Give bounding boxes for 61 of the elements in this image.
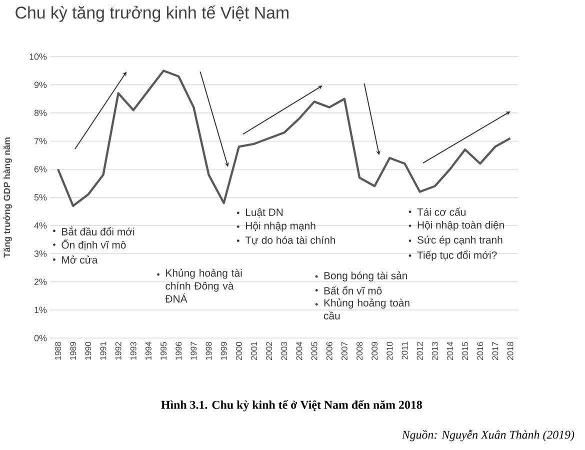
x-tick-label: 1989 — [70, 342, 76, 360]
annotation: Khủng hoảng tài chính Đông và ĐNÁ — [165, 268, 242, 302]
x-tick-label: 2006 — [326, 342, 332, 360]
annotation: Ổn định vĩ mô — [62, 238, 126, 250]
x-tick-label: 2003 — [281, 342, 288, 360]
annotation: Luật DN — [246, 208, 283, 218]
annotation: Tái cơ cấu — [417, 207, 466, 216]
x-tick-label: 2008 — [356, 342, 363, 360]
annotation: Sức ép cạnh tranh — [417, 236, 502, 246]
x-tick-label: 2015 — [462, 342, 468, 360]
y-tick-label: 9% — [34, 81, 47, 88]
x-tick-label: 2002 — [266, 342, 272, 360]
y-tick-label: 6% — [34, 166, 47, 172]
y-tick-label: 1% — [34, 306, 47, 313]
x-tick-label: 2009 — [372, 342, 378, 360]
x-tick-label: 2013 — [432, 342, 438, 360]
x-tick-label: 1998 — [206, 342, 212, 360]
annotation: Hội nhập toàn diện — [418, 220, 504, 231]
annotation: Bắt đầu đổi mới — [62, 226, 134, 236]
y-axis-title: Tăng trưởng GDP hàng năm — [3, 137, 12, 258]
y-tick-label: 3% — [34, 250, 47, 257]
x-tick-label: 2005 — [311, 342, 318, 360]
x-tick-label: 1997 — [190, 342, 197, 360]
text: Hình 3.1. Chu kỳ kinh tế ở Việt Nam đến năm 2018 — [161, 400, 422, 412]
x-tick-label: 1992 — [115, 342, 122, 360]
y-tick-label: 0% — [34, 334, 47, 342]
y-tick-label: 4% — [34, 222, 47, 228]
text: Nguồn: Nguyễn Xuân Thành (2019) — [402, 430, 574, 442]
x-tick-label: 2007 — [341, 342, 348, 360]
y-tick-label: 8% — [34, 110, 47, 116]
x-tick-label: 1994 — [145, 342, 152, 360]
x-tick-label: 2014 — [446, 342, 453, 360]
annotation: Tự do hóa tài chính — [245, 236, 336, 246]
x-tick-label: 1990 — [85, 342, 92, 360]
y-tick-label: 2% — [34, 278, 47, 285]
line-series — [56, 69, 512, 207]
x-tick-label: 2001 — [251, 342, 257, 360]
chart-title: Chu kỳ tăng trưởng kinh tế Việt Nam — [16, 5, 288, 22]
x-tick-label: 2017 — [492, 342, 498, 360]
x-tick-label: 1996 — [176, 342, 182, 360]
x-tick-label: 2012 — [416, 342, 423, 360]
x-tick-label: 1999 — [220, 342, 227, 360]
x-tick-label: 1991 — [100, 342, 106, 360]
annotation: Mở cửa — [62, 255, 98, 264]
y-tick-label: 5% — [34, 194, 47, 200]
x-tick-label: 2010 — [386, 342, 393, 360]
annotation: Tiếp tục đổi mới? — [417, 250, 497, 261]
x-tick-label: 2000 — [236, 342, 242, 360]
annotation: Bất ổn vĩ mô — [324, 286, 382, 294]
annotation: Khủng hoảng toàn cầu — [324, 298, 410, 320]
x-tick-label: 1988 — [55, 342, 61, 360]
y-tick-label: 10% — [30, 53, 47, 60]
y-tick-label: 7% — [34, 138, 47, 144]
x-tick-label: 2016 — [477, 342, 484, 360]
x-tick-label: 2011 — [402, 342, 408, 360]
x-tick-label: 2018 — [507, 342, 514, 360]
annotation: Bong bóng tài sản — [324, 271, 408, 282]
annotation: Hội nhập mạnh — [246, 222, 316, 232]
x-tick-label: 2004 — [296, 342, 302, 360]
x-tick-label: 1993 — [130, 342, 136, 360]
x-tick-label: 1995 — [160, 342, 167, 360]
